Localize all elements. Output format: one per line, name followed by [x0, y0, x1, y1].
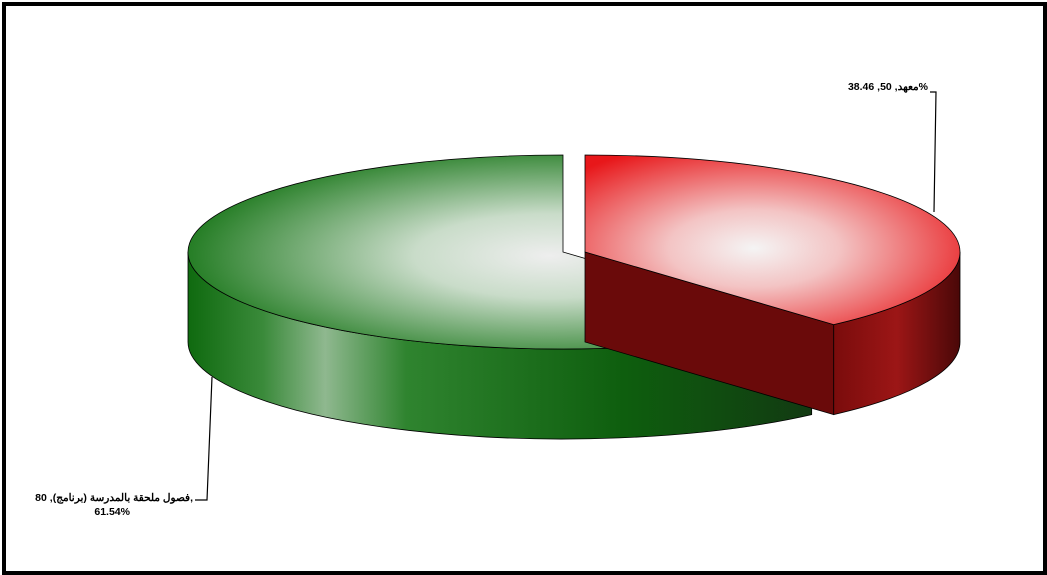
pie-slice-institute — [584, 154, 961, 416]
slice-top — [584, 154, 961, 326]
leader-line-institute — [930, 91, 937, 213]
data-label-school-classes-line-2: 61.54% — [94, 506, 130, 518]
leader-line-school-classes — [195, 376, 213, 501]
data-label-school-classes-line-1: فصول ملحقة بالمدرسة (برنامج), 80, — [35, 492, 193, 504]
data-label-institute: معهد, 50, 38.46% — [848, 81, 929, 93]
